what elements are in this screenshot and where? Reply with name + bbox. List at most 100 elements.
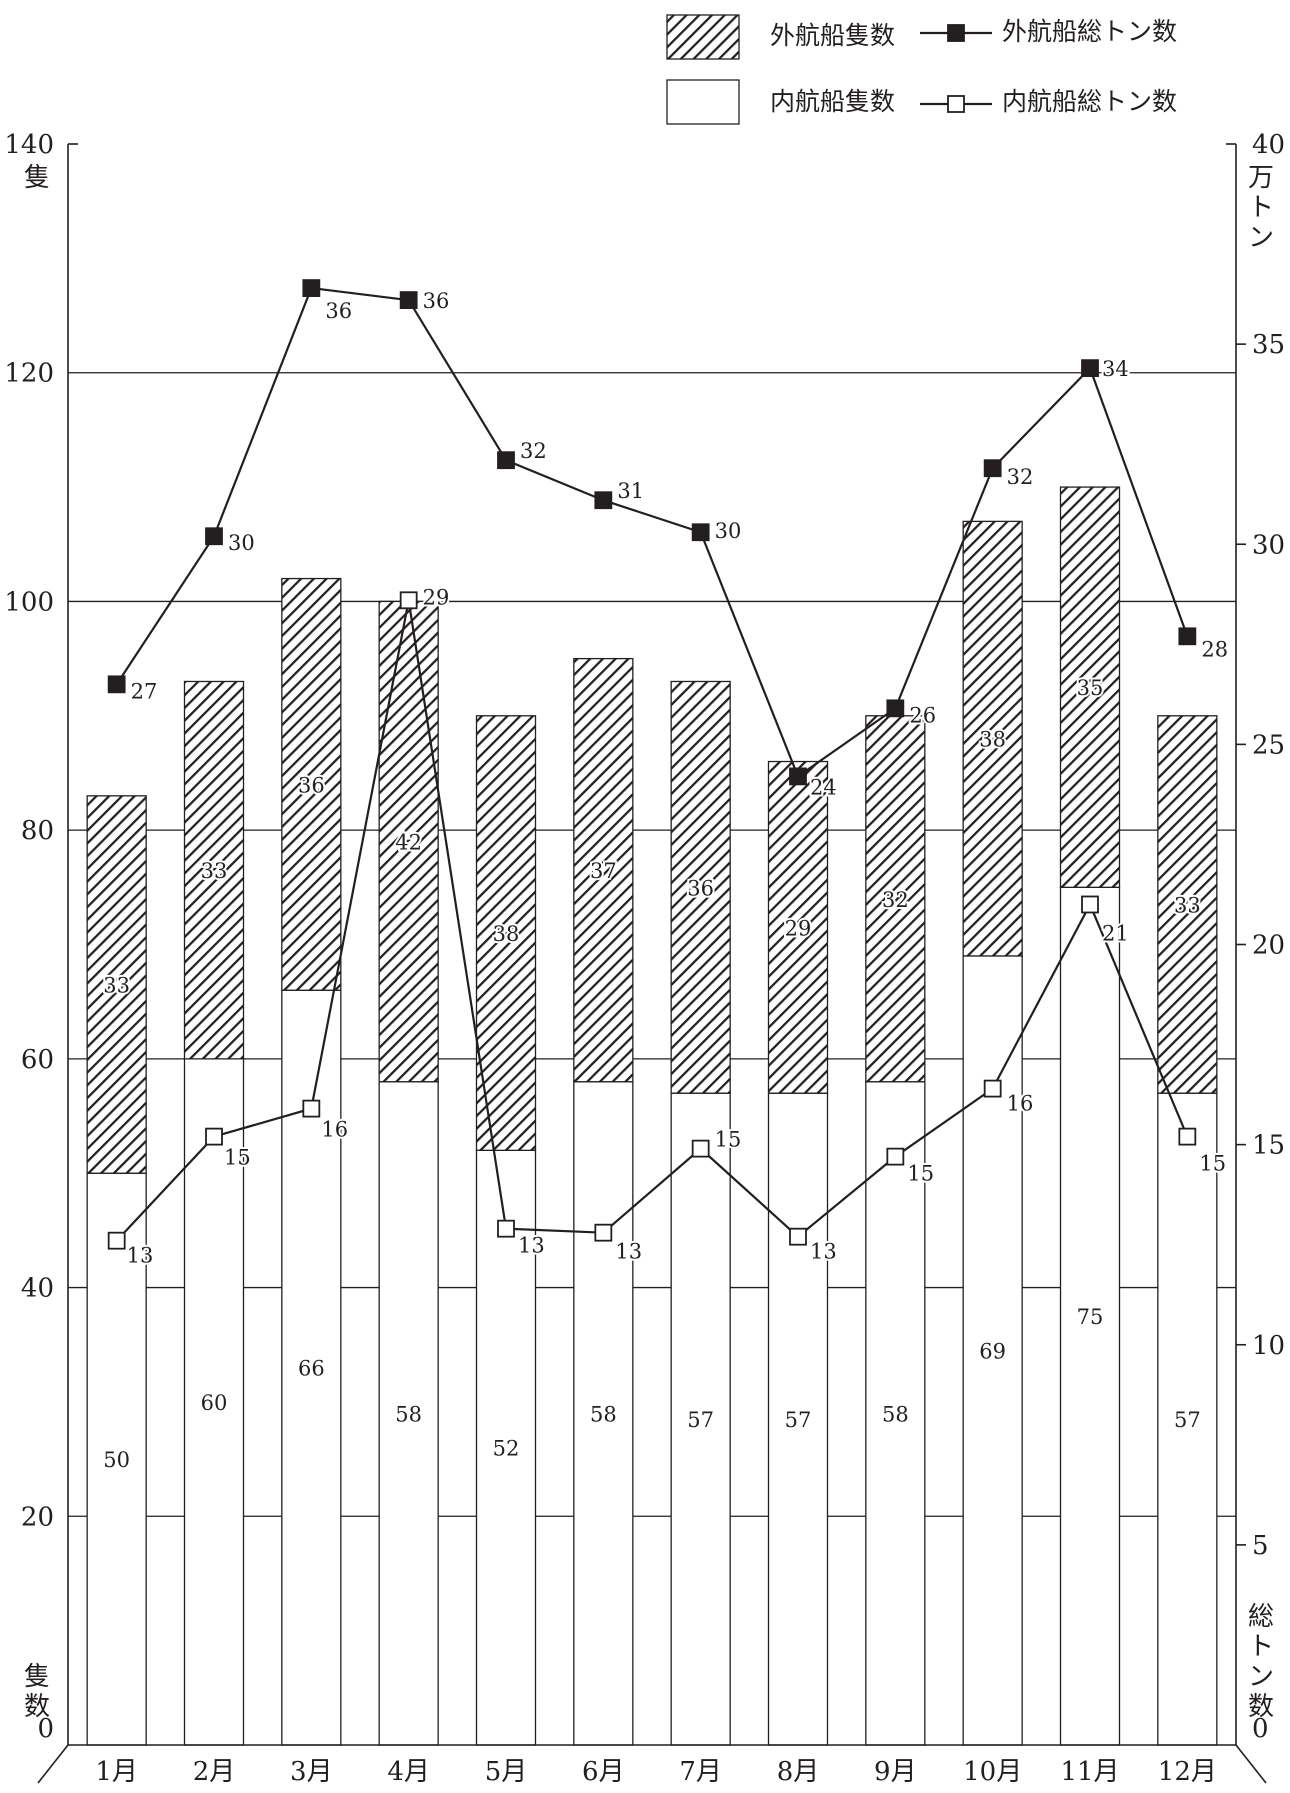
x-tick-label: 10月 [963, 1757, 1022, 1787]
outer-tonnage-value-label: 36 [423, 289, 450, 313]
right-tick-label: 5 [1252, 1531, 1269, 1561]
left-tick-label: 40 [21, 1274, 54, 1304]
bar-inner-label: 69 [979, 1339, 1006, 1363]
line-layer [107, 279, 1197, 1250]
outer-tonnage-marker [1178, 627, 1197, 646]
inner-tonnage-marker [205, 1127, 223, 1146]
bar-outer [183, 680, 245, 1060]
inner-tonnage-value-label: 21 [1102, 921, 1129, 945]
x-tick-label: 12月 [1158, 1757, 1217, 1787]
x-tick-label: 3月 [290, 1757, 333, 1787]
legend-label-inner-tonnage: 内航船総トン数 [1002, 87, 1177, 116]
left-tick-label: 100 [4, 587, 54, 617]
outer-tonnage-marker [107, 675, 126, 694]
bar-outer [475, 715, 537, 1151]
bar-outer-label: 32 [882, 888, 909, 912]
inner-tonnage-value-label: 13 [810, 1240, 837, 1264]
bar-outer [1059, 486, 1121, 888]
bar-inner-label: 57 [785, 1408, 812, 1432]
right-tick-label: 40 [1252, 130, 1285, 160]
left-tick-label: 0 [37, 1714, 54, 1744]
inner-tonnage-value-label: 29 [423, 585, 450, 609]
gridlines [68, 372, 1236, 1517]
x-tick-label: 11月 [1060, 1757, 1119, 1787]
bar-inner [1059, 886, 1121, 1746]
bar-inner-label: 58 [395, 1402, 422, 1426]
bar-outer [962, 520, 1023, 957]
left-tick-label: 140 [4, 130, 54, 160]
bar-outer [281, 577, 342, 991]
label-layer: 50 33 60 33 66 36 58 42 52 38 58 37 57 36 57 29 58 32 69 38… [101, 287, 1230, 1472]
bar-outer [378, 600, 439, 1083]
inner-tonnage-value-label: 16 [321, 1118, 348, 1142]
outer-tonnage-marker [1081, 359, 1099, 378]
inner-tonnage-marker [594, 1223, 613, 1242]
bar-outer [1157, 715, 1218, 1094]
bar-outer-label: 33 [103, 974, 130, 998]
right-tick-label: 0 [1252, 1714, 1269, 1744]
outer-tonnage-line [115, 286, 1189, 779]
outer-tonnage-marker [594, 491, 613, 510]
left-tick-label: 120 [4, 359, 54, 389]
bar-outer-label: 36 [298, 773, 325, 797]
inner-tonnage-marker [691, 1139, 710, 1158]
x-tick-label: 7月 [679, 1757, 722, 1787]
bar-inner-label: 58 [882, 1402, 909, 1426]
outer-tonnage-value-label: 32 [520, 439, 547, 463]
x-tick-label: 8月 [777, 1757, 820, 1787]
bar-inner-label: 60 [201, 1391, 228, 1415]
x-tick-label: 4月 [387, 1757, 430, 1787]
legend-marker-inner-tonnage [947, 95, 965, 113]
bar-outer-label: 33 [1174, 893, 1201, 917]
outer-tonnage-value-label: 28 [1201, 637, 1228, 661]
outer-tonnage-value-label: 24 [810, 775, 837, 799]
x-tick-label: 2月 [193, 1757, 236, 1787]
axes: 0 20 40 60 80 100 120 140 0 5 10 15 20 25 30 35 40 隻隻数 万トン… [4, 130, 1285, 1787]
right-axis-title: 総トン数 [1248, 1602, 1274, 1722]
inner-tonnage-marker [1081, 895, 1099, 914]
legend-swatch-outer-bar [666, 14, 740, 60]
bar-inner [865, 1081, 926, 1746]
outer-tonnage-marker [691, 523, 710, 542]
bar-inner [1157, 1092, 1218, 1746]
outer-tonnage-marker [399, 291, 418, 309]
bar-inner-label: 52 [493, 1437, 520, 1461]
inner-tonnage-marker [983, 1079, 1002, 1098]
legend-label-outer-tonnage: 外航船総トン数 [1002, 17, 1177, 46]
outer-tonnage-value-label: 32 [1007, 465, 1034, 489]
bar-outer-label: 35 [1077, 676, 1104, 700]
inner-tonnage-marker [886, 1147, 905, 1166]
outer-tonnage-value-label: 27 [131, 679, 158, 703]
bar-outer-label: 42 [395, 831, 422, 855]
bar-inner-label: 58 [590, 1402, 617, 1426]
outer-tonnage-value-label: 30 [715, 519, 742, 543]
outer-tonnage-marker [983, 459, 1002, 478]
inner-tonnage-value-label: 13 [615, 1240, 642, 1264]
inner-tonnage-value-label: 15 [907, 1162, 934, 1186]
inner-tonnage-value-label: 13 [127, 1244, 154, 1268]
bar-outer [670, 680, 731, 1094]
inner-tonnage-marker [107, 1231, 126, 1250]
bar-outer [767, 760, 829, 1094]
bar-inner-label: 66 [298, 1357, 325, 1381]
outer-tonnage-value-label: 26 [909, 703, 936, 727]
outer-tonnage-value-label: 30 [228, 531, 255, 555]
bar-inner-label: 50 [103, 1448, 130, 1472]
x-tick-label: 6月 [582, 1757, 625, 1787]
outer-tonnage-marker [497, 451, 515, 470]
bar-inner-label: 57 [687, 1408, 714, 1432]
left-tick-label: 60 [21, 1045, 54, 1075]
inner-tonnage-marker [399, 591, 418, 610]
axis-slant-left [37, 1744, 69, 1784]
legend-label-outer-bar: 外航船隻数 [770, 21, 895, 50]
bar-inner [183, 1058, 245, 1746]
left-tick-label: 20 [21, 1502, 54, 1532]
bar-outer [86, 795, 147, 1174]
inner-tonnage-value-label: 15 [1199, 1152, 1226, 1176]
inner-tonnage-marker [1178, 1127, 1197, 1146]
inner-tonnage-value-label: 15 [715, 1128, 742, 1152]
right-tick-label: 25 [1252, 730, 1285, 760]
axis-slant-right [1235, 1744, 1267, 1784]
